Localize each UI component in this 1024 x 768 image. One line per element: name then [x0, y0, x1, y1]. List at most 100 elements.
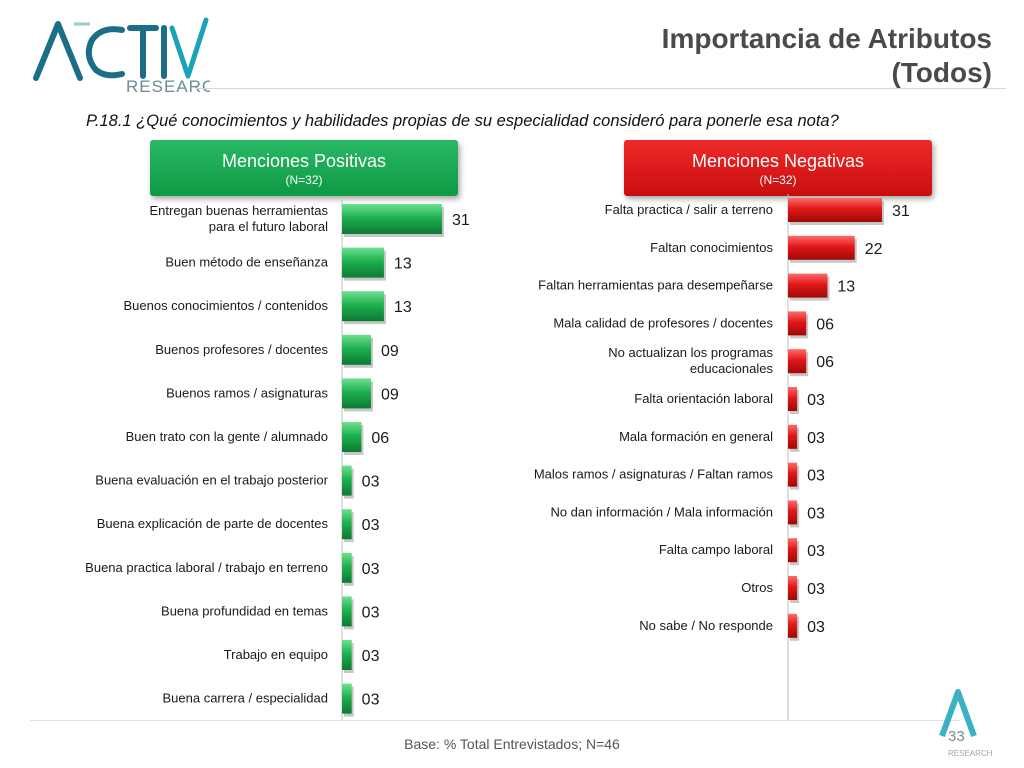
- negative-category-label: Faltan herramientas para desempeñarse: [538, 278, 773, 293]
- title-line-2: (Todos): [891, 57, 992, 88]
- negative-bar: [788, 576, 798, 600]
- negative-bar: [788, 538, 798, 563]
- positive-value-label: 03: [362, 474, 380, 491]
- positive-bar: [342, 596, 352, 627]
- positive-bar-shadow: [344, 599, 354, 630]
- negative-bar-shadow: [790, 616, 800, 641]
- negative-category-label: Otros: [741, 580, 773, 595]
- negative-bar: [788, 349, 807, 374]
- negative-bar-shadow: [790, 427, 800, 452]
- negative-bar-shadow: [790, 541, 800, 566]
- positive-bar: [342, 509, 352, 540]
- positive-bar: [342, 334, 372, 365]
- negative-value-label: 03: [807, 581, 825, 598]
- negative-value-label: 03: [807, 619, 825, 636]
- positive-value-label: 03: [362, 604, 380, 621]
- negative-bar: [788, 613, 798, 638]
- page-number: 33: [948, 728, 965, 745]
- activa-research-logo: RESEARCH: [30, 16, 227, 96]
- positive-bar-shadow: [344, 468, 354, 499]
- positive-value-label: 03: [362, 561, 380, 578]
- negative-bar-shadow: [790, 390, 800, 414]
- positive-bar: [342, 204, 442, 234]
- negative-category-label: No dan información / Mala información: [550, 504, 773, 519]
- negative-bar-shadow: [790, 352, 809, 377]
- positive-category-label: para el futuro laboral: [209, 219, 328, 234]
- positive-value-label: 13: [394, 256, 412, 273]
- svg-text:RESEARCH: RESEARCH: [948, 749, 993, 758]
- negative-bar-shadow: [790, 276, 830, 301]
- positive-bar: [342, 640, 352, 670]
- negative-bar: [788, 424, 798, 449]
- negative-bar: [788, 462, 798, 487]
- negative-category-label: Falta orientación laboral: [634, 391, 773, 406]
- survey-question: P.18.1 ¿Qué conocimientos y habilidades …: [86, 112, 839, 130]
- positive-panel-title: Menciones Positivas: [221, 151, 387, 171]
- positive-bar: [342, 683, 352, 714]
- positive-bar-shadow: [344, 425, 364, 455]
- positive-bar-shadow: [344, 686, 354, 717]
- positive-value-label: 31: [452, 212, 470, 229]
- positive-bar: [342, 291, 384, 322]
- positive-category-label: Buena profundidad en temas: [161, 603, 328, 618]
- negative-bar-shadow: [790, 314, 809, 339]
- negative-bar: [788, 235, 855, 260]
- positive-category-label: Buenos conocimientos / contenidos: [123, 298, 328, 313]
- positive-value-label: 09: [381, 386, 399, 403]
- negative-category-label: Mala calidad de profesores / docentes: [553, 315, 773, 330]
- negative-category-label: Mala formación en general: [619, 429, 773, 444]
- positive-panel-header: Menciones Positivas (N=32): [150, 140, 458, 196]
- positive-bar-shadow: [344, 207, 444, 237]
- negative-bar: [788, 500, 798, 525]
- positive-category-label: Entregan buenas herramientas: [149, 203, 328, 218]
- negative-bar: [788, 387, 798, 411]
- positive-category-label: Buena evaluación en el trabajo posterior: [95, 473, 328, 488]
- negative-bar-shadow: [790, 201, 884, 225]
- positive-value-label: 03: [362, 692, 380, 709]
- negative-bar-shadow: [790, 579, 800, 603]
- positive-value-label: 13: [394, 299, 412, 316]
- negative-category-label: Falta campo laboral: [659, 542, 773, 557]
- negative-value-label: 06: [816, 354, 834, 371]
- positive-category-label: Buena explicación de parte de docentes: [97, 516, 329, 531]
- positive-value-label: 06: [371, 430, 389, 447]
- positive-bar-shadow: [344, 294, 386, 325]
- positive-bar: [342, 247, 384, 278]
- positive-category-label: Buen trato con la gente / alumnado: [126, 429, 328, 444]
- positive-bar-shadow: [344, 555, 354, 586]
- negative-value-label: 22: [865, 241, 883, 258]
- positive-bar: [342, 465, 352, 496]
- footer-rule: [30, 720, 960, 721]
- corner-logo: RESEARCH: [938, 684, 998, 760]
- positive-bar: [342, 422, 362, 452]
- positive-category-label: Trabajo en equipo: [224, 647, 328, 662]
- positive-category-label: Buena practica laboral / trabajo en terr…: [85, 560, 328, 575]
- positive-panel-n: (N=32): [285, 173, 323, 187]
- negative-category-label: educacionales: [690, 361, 774, 376]
- positive-bar-shadow: [344, 643, 354, 673]
- negative-bar-shadow: [790, 238, 857, 263]
- title-rule: [196, 88, 1006, 89]
- negative-value-label: 03: [807, 543, 825, 560]
- negative-panel-title: Menciones Negativas: [691, 151, 865, 171]
- negative-category-label: Falta practica / salir a terreno: [605, 202, 773, 217]
- positive-bar-shadow: [344, 512, 354, 543]
- positive-category-label: Buenos ramos / asignaturas: [166, 385, 328, 400]
- positive-value-label: 09: [381, 343, 399, 360]
- positive-category-label: Buenos profesores / docentes: [155, 342, 328, 357]
- negative-bar: [788, 198, 882, 222]
- negative-value-label: 03: [807, 505, 825, 522]
- negative-bar: [788, 273, 828, 298]
- positive-bar: [342, 378, 372, 409]
- negative-value-label: 06: [816, 316, 834, 333]
- negative-category-label: Faltan conocimientos: [650, 240, 773, 255]
- negative-panel-n: (N=32): [759, 173, 797, 187]
- negative-category-label: Malos ramos / asignaturas / Faltan ramos: [534, 467, 774, 482]
- base-note: Base: % Total Entrevistados; N=46: [404, 736, 620, 752]
- negative-value-label: 13: [837, 279, 855, 296]
- positive-bar-shadow: [344, 250, 386, 281]
- negative-category-label: No sabe / No responde: [639, 618, 773, 633]
- page-title: Importancia de Atributos (Todos): [662, 22, 992, 90]
- svg-text:RESEARCH: RESEARCH: [126, 77, 210, 96]
- negative-bar: [788, 311, 807, 336]
